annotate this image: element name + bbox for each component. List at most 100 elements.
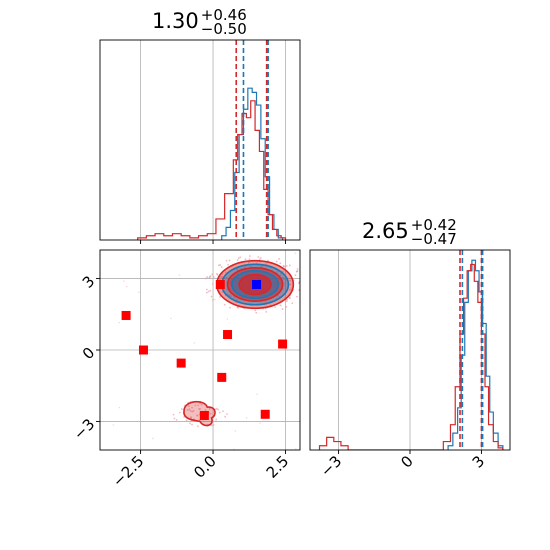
sample-point xyxy=(197,425,199,428)
sample-point xyxy=(215,420,217,423)
sample-point xyxy=(296,268,299,270)
panel-frame-tl xyxy=(99,39,301,241)
sample-point xyxy=(112,424,115,426)
sample-point xyxy=(255,311,258,314)
sample-point xyxy=(192,409,195,412)
sample-point xyxy=(211,273,214,276)
sample-point xyxy=(296,270,298,273)
sample-point xyxy=(281,308,284,310)
param1-hist-blue xyxy=(221,87,284,240)
sample-point xyxy=(172,413,175,416)
sample-point xyxy=(204,409,207,411)
sample-point xyxy=(223,303,226,306)
sample-point xyxy=(225,259,228,262)
sample-point xyxy=(235,298,238,301)
param2-x-tick-label: 3 xyxy=(469,452,488,471)
sample-point xyxy=(222,410,224,413)
sample-point xyxy=(228,294,231,297)
sample-point xyxy=(226,318,229,320)
sample-point xyxy=(190,417,193,419)
sample-point xyxy=(265,310,268,313)
sample-marker xyxy=(121,310,131,320)
sample-point xyxy=(244,308,246,310)
param2-hist-red-group xyxy=(318,263,504,450)
sample-point xyxy=(297,282,300,285)
sample-point xyxy=(258,258,261,261)
sample-point xyxy=(261,265,263,268)
sample-point xyxy=(216,272,218,275)
sample-point xyxy=(237,257,240,260)
sample-point xyxy=(296,295,298,298)
sample-point xyxy=(196,414,199,417)
sample-point xyxy=(209,412,212,415)
param1-x-tick-label: 2.5 xyxy=(263,452,293,482)
sample-point xyxy=(278,258,280,260)
sample-point xyxy=(224,415,227,418)
sample-point xyxy=(206,276,209,278)
sample-point xyxy=(170,317,172,320)
sample-point xyxy=(279,262,282,265)
sample-point xyxy=(257,256,260,258)
sample-point xyxy=(186,409,189,412)
sample-point xyxy=(259,257,262,259)
sample-point xyxy=(254,309,257,312)
sample-point xyxy=(233,296,236,299)
sample-point xyxy=(212,276,215,278)
sample-point xyxy=(288,264,291,267)
sample-point xyxy=(282,265,285,268)
param1-minus: −0.50 xyxy=(200,20,247,38)
sample-point xyxy=(125,285,128,288)
sample-point xyxy=(226,413,228,415)
sample-point xyxy=(209,275,212,277)
sample-point xyxy=(178,411,181,414)
sample-point xyxy=(217,264,220,267)
sample-point xyxy=(218,411,221,414)
sample-point xyxy=(229,306,231,309)
sample-point xyxy=(219,278,221,281)
param2-median: 2.65 xyxy=(362,219,409,243)
sample-point xyxy=(191,423,193,426)
sample-point xyxy=(138,291,140,294)
sample-point xyxy=(205,291,208,294)
sample-marker xyxy=(223,330,233,340)
sample-point xyxy=(212,298,214,301)
sample-point xyxy=(211,424,213,427)
sample-marker xyxy=(215,280,225,290)
param2-hist-blue xyxy=(447,259,504,450)
param1-hist-blue-group xyxy=(221,87,284,240)
sample-point xyxy=(289,288,291,291)
param2-y-tick-label: −3 xyxy=(70,415,98,443)
sample-point xyxy=(212,423,215,426)
param1-hist-red xyxy=(137,100,287,240)
sample-point xyxy=(286,298,288,301)
sample-point xyxy=(225,276,228,279)
param1-x-tick-label: 0.0 xyxy=(190,452,220,482)
sample-point xyxy=(300,294,302,296)
param1-median: 1.30 xyxy=(152,9,199,33)
sample-point xyxy=(219,264,222,266)
sample-point xyxy=(259,422,261,424)
sample-point xyxy=(188,405,190,408)
sample-point xyxy=(191,410,194,413)
sample-marker xyxy=(278,339,288,349)
sample-point xyxy=(198,408,200,410)
sample-point xyxy=(295,448,297,450)
sample-point xyxy=(199,402,201,405)
sample-point xyxy=(289,279,291,282)
param2-y-tick-label: 3 xyxy=(79,272,98,291)
param1-hist-red-group xyxy=(137,100,287,240)
sample-point xyxy=(289,283,292,286)
sample-point xyxy=(285,300,288,303)
sample-point xyxy=(180,408,183,411)
param2-x-tick-label: 0 xyxy=(397,452,416,471)
sample-point xyxy=(280,304,283,307)
sample-point xyxy=(247,261,250,264)
sample-point xyxy=(208,408,211,410)
sample-point xyxy=(221,291,224,294)
sample-point xyxy=(205,288,208,291)
param1-summary-title: 1.30 +0.46 −0.50 xyxy=(152,8,247,38)
sample-point xyxy=(189,409,192,412)
sample-point xyxy=(207,290,210,293)
param2-plus: +0.42 xyxy=(410,216,457,234)
